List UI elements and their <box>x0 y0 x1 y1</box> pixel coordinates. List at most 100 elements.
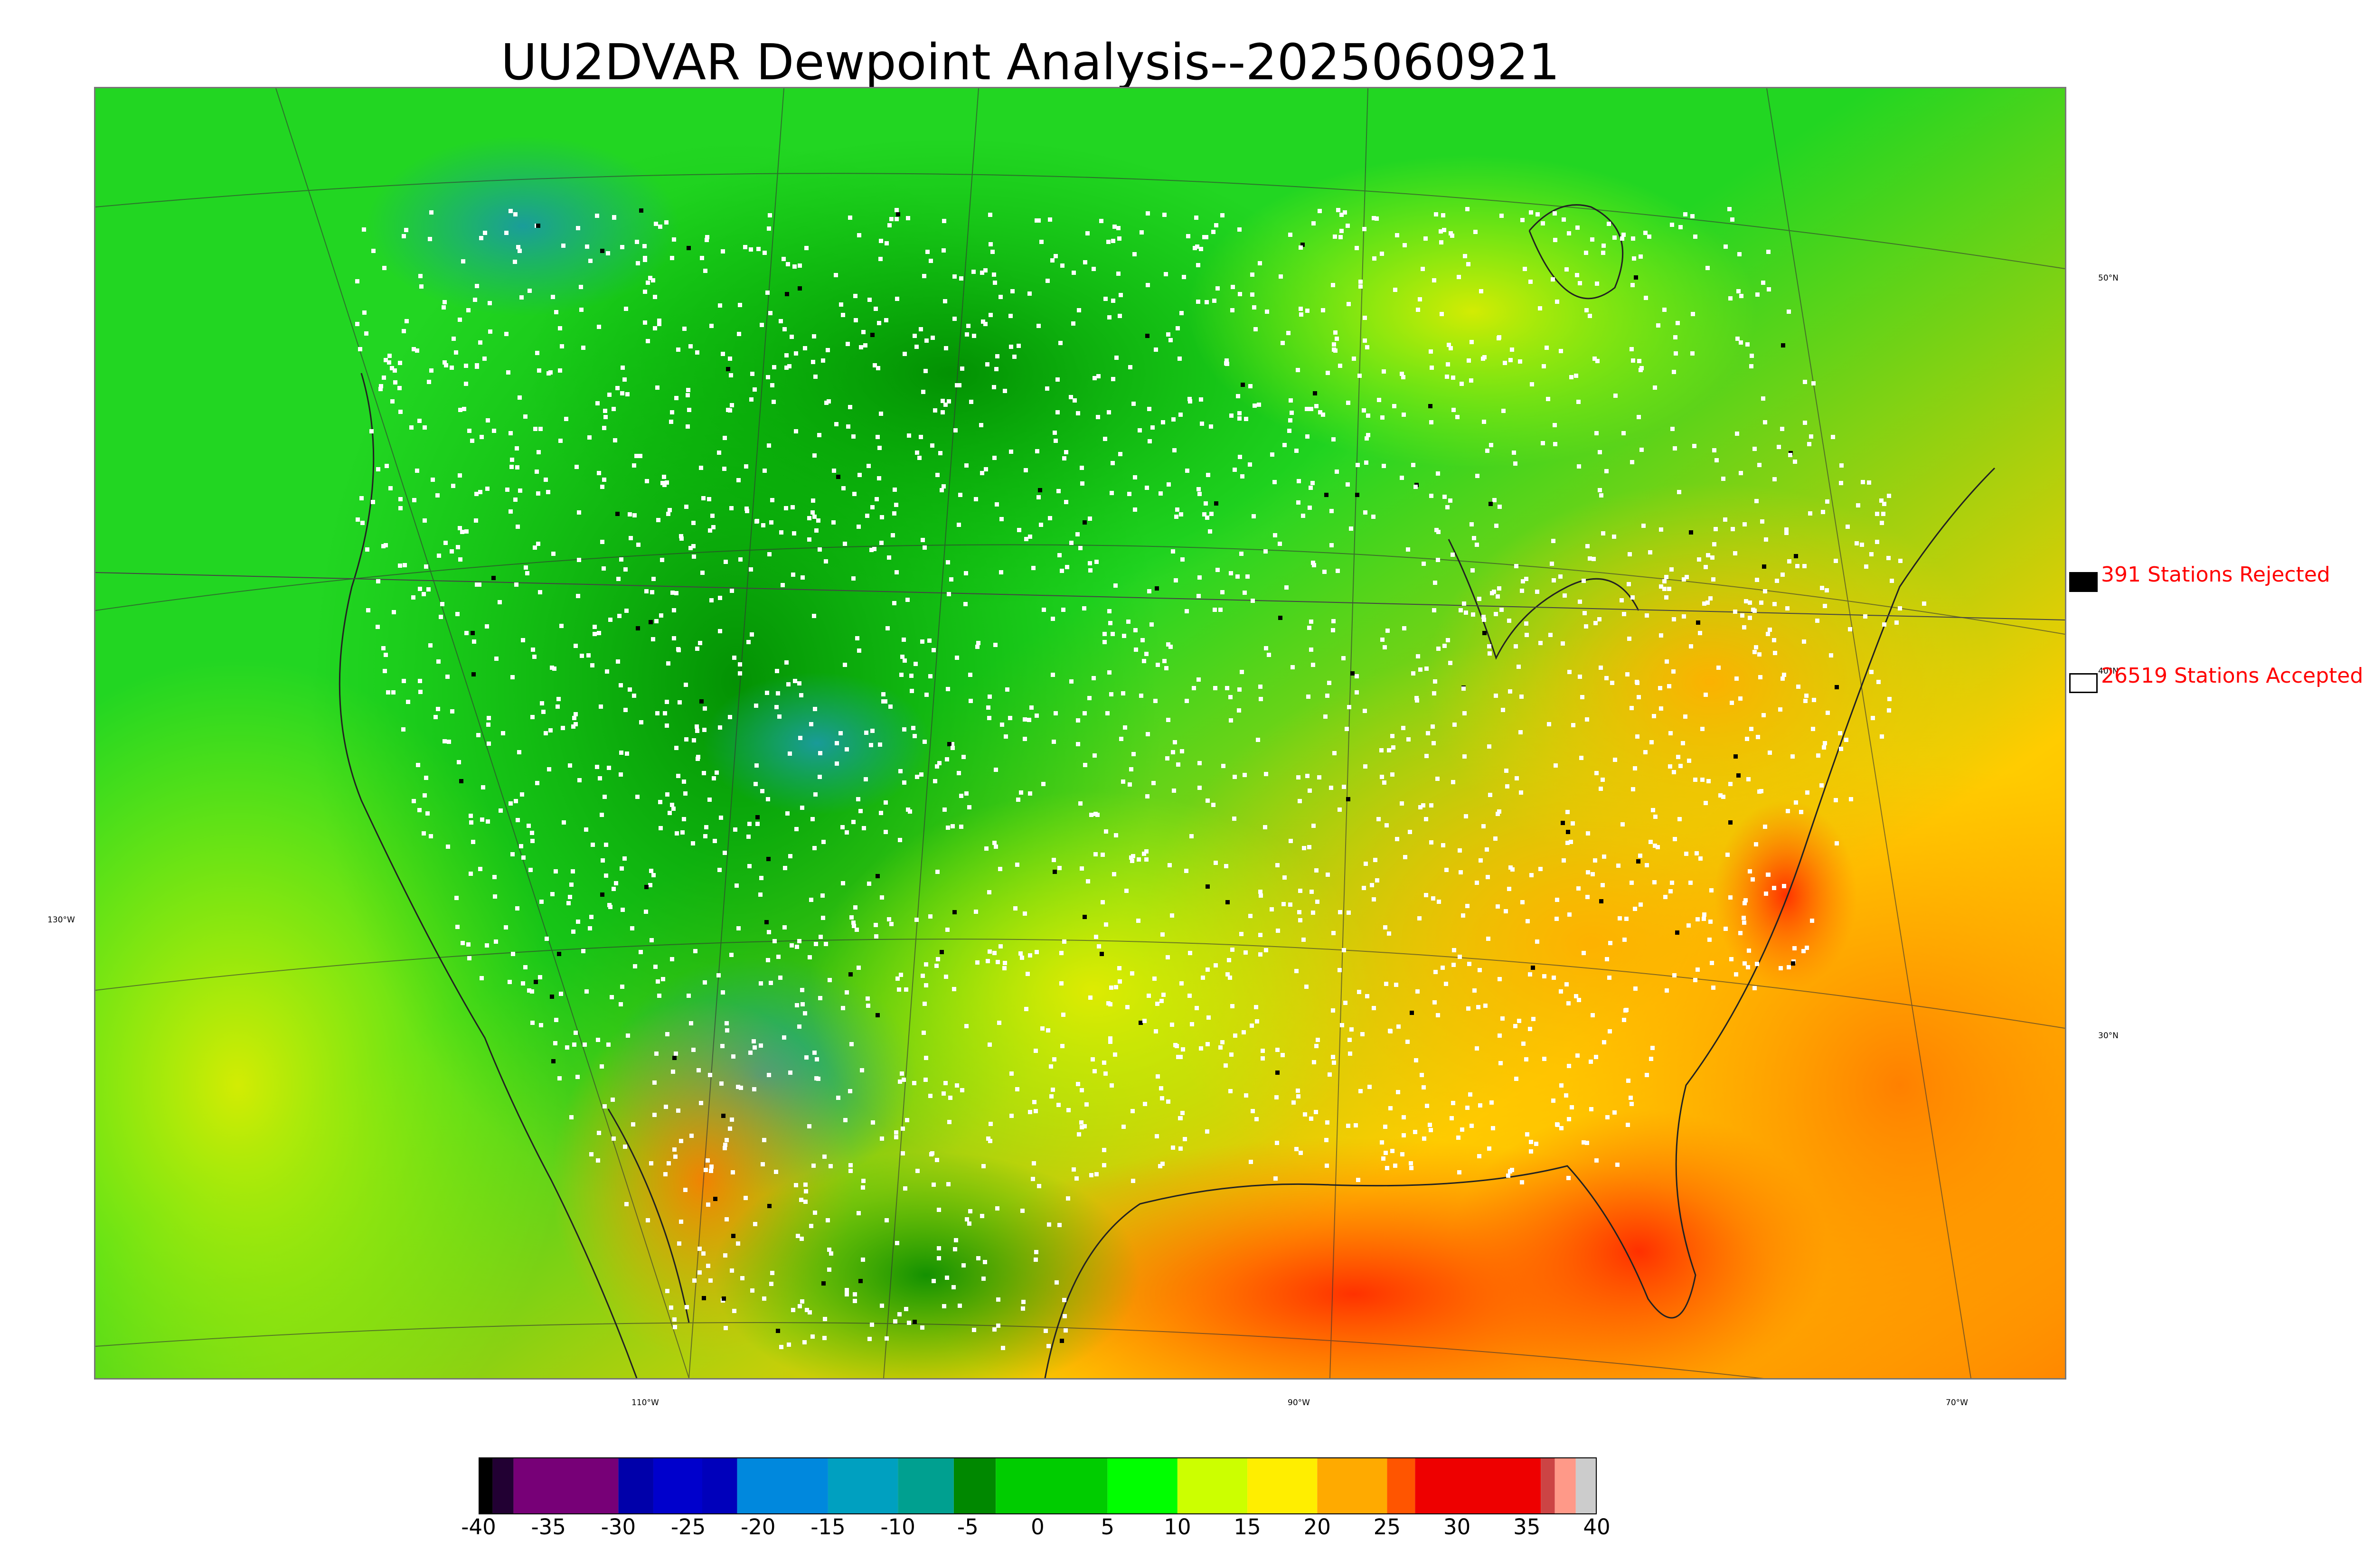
accepted-station-marker <box>972 1328 976 1332</box>
accepted-station-marker <box>1433 679 1437 684</box>
accepted-station-marker <box>1202 512 1206 516</box>
accepted-station-marker <box>677 1241 681 1246</box>
accepted-station-marker <box>1291 665 1295 669</box>
accepted-station-marker <box>1739 340 1743 345</box>
accepted-station-marker <box>1206 473 1210 477</box>
rejected-station-marker <box>896 212 900 216</box>
accepted-station-marker <box>866 996 870 1001</box>
accepted-station-marker <box>898 769 903 773</box>
accepted-station-marker <box>965 1217 969 1221</box>
accepted-station-marker <box>371 249 376 253</box>
accepted-station-marker <box>1294 969 1299 973</box>
accepted-station-marker <box>612 407 616 411</box>
accepted-station-marker <box>814 942 818 946</box>
accepted-station-marker <box>359 496 364 500</box>
accepted-station-marker <box>1393 288 1397 292</box>
accepted-station-marker <box>718 725 722 730</box>
accepted-station-marker <box>1426 731 1430 735</box>
accepted-station-marker <box>884 830 888 834</box>
accepted-station-marker <box>1553 211 1557 216</box>
accepted-station-marker <box>925 250 930 254</box>
accepted-station-marker <box>652 1113 657 1117</box>
accepted-station-marker <box>1318 209 1322 213</box>
accepted-station-marker <box>1248 384 1253 388</box>
accepted-station-marker <box>469 814 473 818</box>
accepted-station-marker <box>1114 356 1119 360</box>
accepted-station-marker <box>942 1091 946 1096</box>
accepted-station-marker <box>1422 1136 1426 1141</box>
accepted-station-marker <box>655 385 659 390</box>
accepted-station-marker <box>894 1135 898 1139</box>
accepted-station-marker <box>1213 608 1217 612</box>
accepted-station-marker <box>1752 986 1757 990</box>
accepted-station-marker <box>1489 1100 1494 1105</box>
accepted-station-marker <box>651 278 655 282</box>
accepted-station-marker <box>957 383 961 387</box>
accepted-station-marker <box>889 922 894 926</box>
rejected-station-marker <box>1762 564 1766 569</box>
accepted-station-marker <box>656 518 660 522</box>
accepted-station-marker <box>1738 931 1743 935</box>
accepted-station-marker <box>877 321 881 325</box>
accepted-station-marker <box>1131 402 1136 406</box>
accepted-station-marker <box>708 1073 712 1077</box>
accepted-station-marker <box>1867 480 1871 485</box>
accepted-station-marker <box>1553 238 1557 242</box>
accepted-station-marker <box>422 831 426 836</box>
accepted-station-marker <box>845 1292 849 1296</box>
accepted-station-marker <box>827 399 831 404</box>
accepted-station-marker <box>769 981 773 985</box>
accepted-station-marker <box>793 679 797 683</box>
accepted-station-marker <box>532 655 537 659</box>
accepted-station-marker <box>1031 1177 1035 1181</box>
accepted-station-marker <box>898 838 902 842</box>
accepted-station-marker <box>648 883 652 887</box>
accepted-station-marker <box>818 751 822 755</box>
accepted-station-marker <box>1641 524 1646 528</box>
accepted-station-marker <box>924 962 928 967</box>
accepted-station-marker <box>1178 1116 1182 1120</box>
rejected-station-marker <box>702 1296 706 1300</box>
rejected-stations-label: 391 Stations Rejected <box>2101 563 2330 587</box>
accepted-station-marker <box>556 697 561 701</box>
accepted-station-marker <box>550 892 555 896</box>
accepted-station-marker <box>480 817 484 822</box>
accepted-station-marker <box>1462 711 1467 715</box>
accepted-station-marker <box>1599 787 1603 791</box>
accepted-station-marker <box>1331 619 1336 623</box>
accepted-station-marker <box>995 354 999 358</box>
accepted-station-marker <box>562 820 566 825</box>
rejected-station-marker <box>1060 1339 1064 1343</box>
accepted-station-marker <box>402 329 406 333</box>
accepted-station-marker <box>1504 909 1508 913</box>
accepted-station-marker <box>439 615 443 619</box>
accepted-station-marker <box>968 1209 972 1213</box>
field-mexico-green <box>713 1152 1140 1378</box>
accepted-station-marker <box>1451 963 1456 967</box>
accepted-station-marker <box>843 1118 848 1122</box>
accepted-station-marker <box>1343 1001 1347 1005</box>
accepted-station-marker <box>929 259 933 263</box>
accepted-station-marker <box>513 498 518 502</box>
accepted-station-marker <box>748 1051 753 1055</box>
accepted-station-marker <box>758 892 763 897</box>
accepted-station-marker <box>604 843 608 847</box>
accepted-station-marker <box>1366 433 1370 437</box>
accepted-station-marker <box>384 653 388 657</box>
accepted-station-marker <box>1364 460 1368 465</box>
accepted-station-marker <box>892 511 896 516</box>
accepted-station-marker <box>902 638 906 642</box>
accepted-station-marker <box>1649 1057 1653 1061</box>
accepted-station-marker <box>1380 638 1385 642</box>
accepted-station-marker <box>691 841 695 845</box>
accepted-station-marker <box>653 295 657 299</box>
accepted-station-marker <box>1882 502 1886 506</box>
accepted-station-marker <box>1541 441 1545 445</box>
accepted-station-marker <box>1088 568 1093 573</box>
accepted-station-marker <box>1639 902 1643 907</box>
accepted-station-marker <box>903 1186 907 1191</box>
accepted-station-marker <box>576 594 580 598</box>
accepted-station-marker <box>1626 1123 1630 1127</box>
accepted-station-marker <box>369 429 374 433</box>
accepted-station-marker <box>1662 579 1667 583</box>
